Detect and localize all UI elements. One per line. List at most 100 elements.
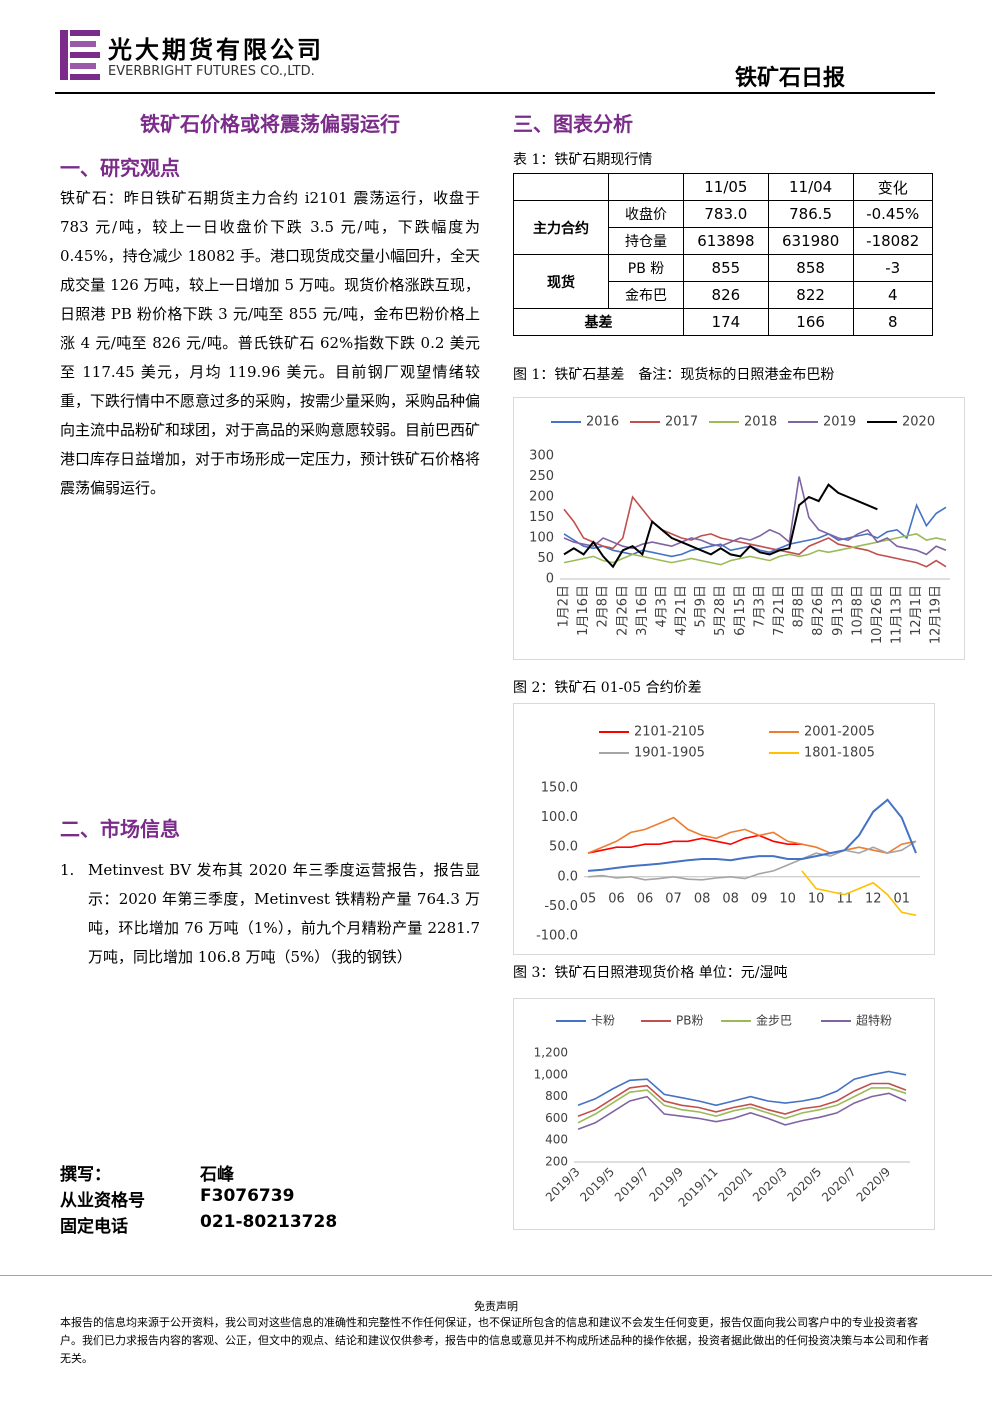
x-tick-label: 2020/9 <box>854 1165 894 1205</box>
y-tick-label: 300 <box>529 449 554 464</box>
author-value: 石峰 <box>200 1165 234 1185</box>
legend-label: 超特粉 <box>856 1013 892 1028</box>
x-tick-label: 1月2日 <box>557 585 572 628</box>
group-cell: 现货 <box>513 254 609 309</box>
chart: 200 400 600 800 1,000 1,200 2019/32019/52019/7… <box>513 998 935 1230</box>
item-text: Metinvest BV 发布其 2020 年三季度运营报告，报告显示：2020… <box>88 861 480 966</box>
series-line <box>801 870 917 917</box>
x-tick-label: 06 <box>637 891 654 906</box>
x-tick-label: 2020/5 <box>785 1165 825 1205</box>
author-value: F3076739 <box>200 1186 295 1206</box>
x-tick-label: 2020/3 <box>750 1165 790 1205</box>
y-tick-label: 0 <box>546 572 554 587</box>
x-tick-label: 09 <box>751 891 768 906</box>
section-title: 二、市场信息 <box>60 817 180 841</box>
x-tick-label: 11月13日 <box>890 585 905 644</box>
y-tick-label: -100.0 <box>536 929 578 944</box>
cell: 855 <box>683 254 769 282</box>
cell: 786.5 <box>767 200 854 228</box>
cell: -0.45% <box>852 200 933 228</box>
table: 11/05 11/04 变化 主力合约 收盘价 783.0 786.5 -0.45% 持仓量… <box>513 173 933 336</box>
logo <box>60 30 100 80</box>
item-number: 1. <box>60 861 75 879</box>
row-label: 收盘价 <box>608 200 684 228</box>
x-tick-label: 01 <box>893 891 910 906</box>
legend-label: 2101-2105 <box>634 725 705 740</box>
y-tick-label: 100.0 <box>541 810 578 825</box>
x-tick-label: 8月26日 <box>811 585 826 636</box>
series-line <box>563 533 947 566</box>
x-tick-label: 8月8日 <box>792 585 807 628</box>
footer-rule <box>0 1275 992 1276</box>
x-tick-label: 2019/3 <box>543 1165 583 1205</box>
section-title: 一、研究观点 <box>60 156 180 180</box>
x-tick-label: 12月19日 <box>929 585 944 644</box>
legend-label: 1801-1805 <box>804 746 875 761</box>
y-tick-label: 50.0 <box>549 840 578 855</box>
x-tick-label: 2月8日 <box>596 585 611 628</box>
cell: 858 <box>767 254 854 282</box>
series-line <box>563 495 947 568</box>
cell: -18082 <box>852 227 933 255</box>
x-tick-label: 5月28日 <box>713 585 728 636</box>
series-line <box>577 1070 907 1107</box>
y-tick-label: 1,200 <box>534 1046 568 1060</box>
x-tick-label: 9月13日 <box>831 585 846 636</box>
y-tick-label: 0.0 <box>557 869 578 884</box>
row-label: 持仓量 <box>608 227 684 255</box>
y-tick-label: 600 <box>545 1111 568 1125</box>
author-label: 固定电话 <box>60 1217 128 1237</box>
table-caption: 表 1：铁矿石期现行情 <box>513 152 653 168</box>
x-tick-label: 2020/1 <box>715 1165 755 1205</box>
x-tick-label: 08 <box>694 891 711 906</box>
figure-caption: 图 2：铁矿石 01-05 合约价差 <box>513 680 702 696</box>
x-tick-label: 4月21日 <box>674 585 689 636</box>
x-tick-label: 08 <box>722 891 739 906</box>
y-tick-label: 250 <box>529 469 554 484</box>
x-tick-label: 2019/5 <box>577 1165 617 1205</box>
header-cell: 变化 <box>852 173 933 201</box>
author-label: 从业资格号 <box>60 1191 145 1211</box>
y-tick-label: -50.0 <box>544 899 578 914</box>
row-label: 金布巴 <box>608 281 684 309</box>
x-tick-label: 2020/7 <box>819 1165 859 1205</box>
author-value: 021-80213728 <box>200 1212 338 1232</box>
cell: 826 <box>683 281 769 309</box>
legend-label: 2017 <box>665 415 698 430</box>
series-line <box>577 1082 907 1117</box>
series-line <box>563 476 947 556</box>
author-label: 撰写： <box>60 1165 111 1185</box>
y-tick-label: 800 <box>545 1089 568 1103</box>
x-tick-label: 4月3日 <box>654 585 669 628</box>
legend-label: 金步巴 <box>756 1013 792 1028</box>
x-tick-label: 7月21日 <box>772 585 787 636</box>
series-line <box>587 834 802 854</box>
y-tick-label: 400 <box>545 1133 568 1147</box>
header-rule <box>55 92 935 94</box>
x-tick-label: 2月26日 <box>615 585 630 636</box>
disclaimer: 本报告的信息均来源于公开资料，我公司对这些信息的准确性和完整性不作任何保证，也不… <box>60 1316 929 1365</box>
figure-caption: 图 1：铁矿石基差 备注：现货标的日照港金布巴粉 <box>513 367 835 383</box>
cell: 631980 <box>767 227 854 255</box>
chart: 0 50 100 150 200 250 300 1月2日 1月16日 2月8日 2月26日 3月16… <box>513 397 965 660</box>
x-tick-label: 1月16日 <box>576 585 591 636</box>
x-tick-label: 05 <box>580 891 597 906</box>
legend-label: PB粉 <box>676 1014 703 1028</box>
figure-caption: 图 3：铁矿石日照港现货价格 单位：元/湿吨 <box>513 965 788 981</box>
y-tick-label: 150.0 <box>541 781 578 796</box>
series-line <box>587 798 917 872</box>
cell: 783.0 <box>683 200 769 228</box>
group-cell: 主力合约 <box>513 200 609 255</box>
y-tick-label: 1,000 <box>534 1067 568 1081</box>
legend-label: 2020 <box>902 415 935 430</box>
series-line <box>563 483 878 569</box>
report-name: 铁矿石日报 <box>735 65 846 91</box>
cell: 8 <box>852 308 933 336</box>
company-name: 光大期货有限公司 <box>108 36 324 64</box>
x-tick-label: 12月1日 <box>909 585 924 636</box>
x-tick-label: 5月9日 <box>694 585 709 628</box>
legend-label: 卡粉 <box>591 1014 615 1028</box>
y-tick-label: 200 <box>545 1155 568 1169</box>
y-tick-label: 50 <box>537 551 554 566</box>
